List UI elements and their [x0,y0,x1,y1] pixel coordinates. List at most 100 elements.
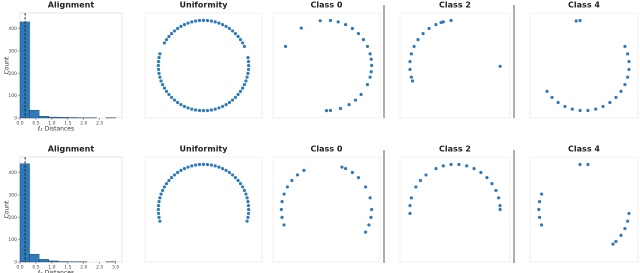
point [356,175,361,180]
x-tick-label: 0.0 [16,265,23,271]
point [498,207,502,212]
bar [29,109,40,119]
point [213,107,217,111]
point [279,207,283,212]
point [356,31,361,36]
point [282,192,286,196]
plot-frame [144,156,263,263]
point [614,95,618,100]
point [409,52,413,56]
point [578,162,582,167]
plot-frame [529,156,639,263]
point [236,34,240,39]
point [246,211,251,216]
point [302,168,306,172]
point [224,103,228,107]
point [159,79,163,83]
bar [48,116,59,119]
point [220,22,225,27]
point [539,223,544,227]
y-tick-label: 200 [8,215,17,221]
panel-title: Class 2 [439,145,471,154]
x-tick-label: 2.0 [80,121,87,127]
point [627,67,631,72]
point [162,86,166,90]
point [190,107,194,111]
x-tick-label: 1.5 [64,265,71,271]
point [220,104,225,109]
point [241,185,245,189]
point [197,18,202,23]
point [244,192,248,196]
point [238,89,243,93]
point [299,26,303,30]
point [434,22,438,27]
point [280,215,284,219]
point [157,56,161,60]
point [369,57,373,61]
y-tick-label: 100 [8,237,17,243]
point [209,108,213,112]
panel-title: Alignment [48,145,95,154]
point [497,196,501,200]
point [201,162,206,166]
y-axis-label: Count [4,200,11,218]
bar [38,116,49,119]
point [472,166,476,171]
point [242,44,247,49]
point [246,215,250,219]
point [201,18,206,22]
point [614,239,618,244]
point [550,95,554,100]
point [156,203,161,208]
point [186,21,190,25]
point [247,63,251,68]
point [244,79,248,83]
point [160,188,165,193]
point [233,175,238,180]
point [586,162,590,167]
y-axis-label: Count [4,56,11,74]
point [242,188,247,193]
point [227,100,231,105]
point [408,67,412,72]
point [353,98,358,102]
point [498,64,502,68]
point [343,166,348,171]
point [230,29,235,33]
panel-title: Class 4 [568,145,600,154]
point [246,203,251,208]
point [328,108,333,113]
point [626,75,630,79]
point [601,104,605,109]
point [370,63,374,68]
point [194,108,198,112]
point [201,109,206,113]
point [190,164,194,168]
plot-frame [399,156,511,263]
point [408,59,412,64]
bar [38,259,49,263]
point [465,164,469,168]
plot-frame [19,156,123,263]
point [205,108,210,113]
point [169,95,174,100]
point [172,98,177,102]
point [176,170,180,175]
point [324,109,329,113]
point [160,82,165,87]
point [623,82,627,87]
point [623,44,627,49]
point [245,75,249,79]
point [169,31,174,36]
point [246,200,250,204]
point [441,164,445,168]
point [157,71,161,75]
point [424,173,428,177]
point [156,207,160,212]
point [336,20,340,24]
bar [48,260,59,263]
point [350,170,354,175]
point [343,22,348,27]
x-tick-label: 2.5 [96,121,103,127]
